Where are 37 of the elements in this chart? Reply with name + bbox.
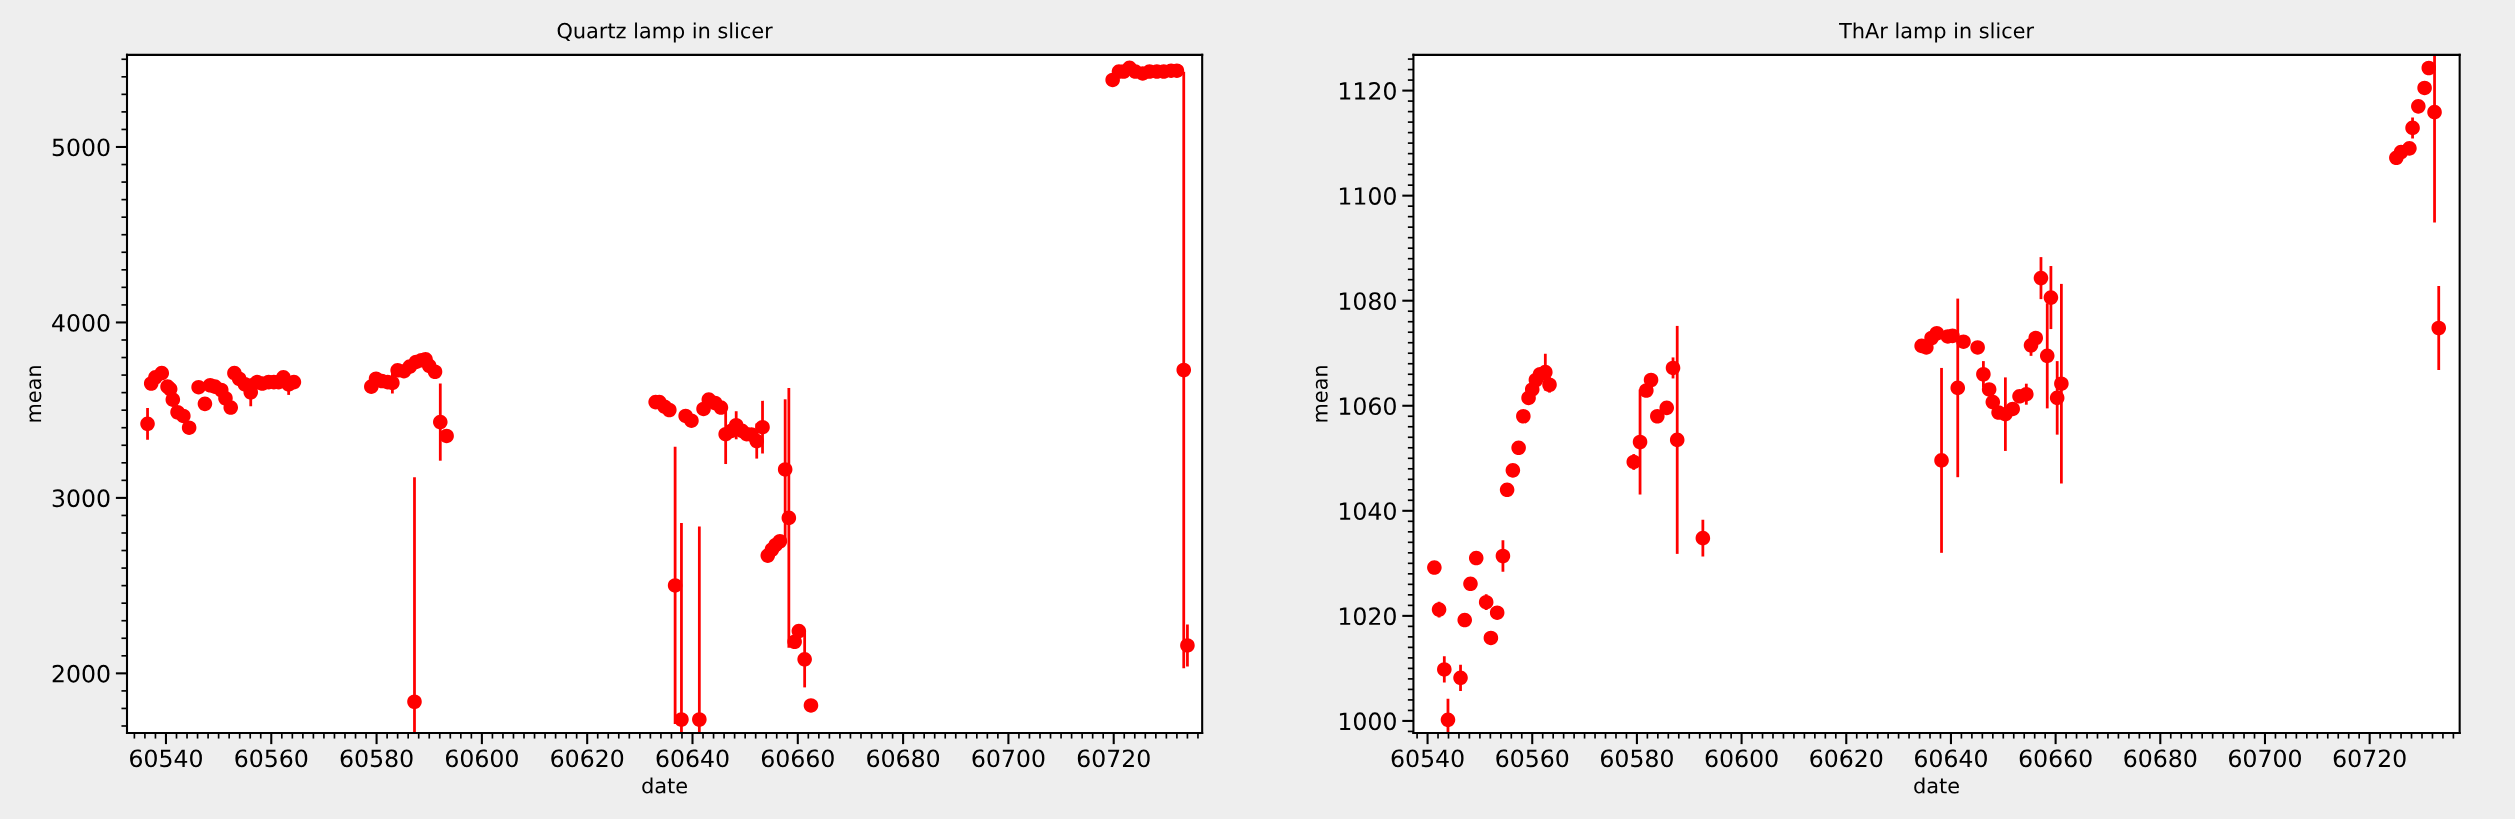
y-tick-label: 2000	[52, 664, 110, 683]
y-tick-label: 1120	[1339, 82, 1396, 100]
x-tick-label: 60560	[1496, 749, 1569, 768]
x-tick-label: 60620	[1810, 749, 1883, 768]
y-axis-title: mean	[1315, 366, 1328, 422]
x-tick-label: 60600	[1705, 749, 1778, 768]
x-tick-label: 60580	[340, 749, 413, 768]
y-tick-label: 1080	[1339, 292, 1396, 311]
x-tick-label: 60700	[972, 749, 1045, 768]
x-tick-label: 60660	[761, 749, 834, 768]
y-tick-label: 1000	[1339, 712, 1396, 731]
chart-title: Quartz lamp in slicer	[557, 22, 773, 43]
chart-title: ThAr lamp in slicer	[1839, 22, 2035, 43]
x-tick-label: 60560	[235, 749, 308, 768]
x-tick-label: 60540	[1391, 749, 1464, 768]
x-tick-label: 60720	[1077, 749, 1150, 768]
x-tick-label: 60680	[2124, 749, 2197, 768]
x-tick-label: 60680	[867, 749, 940, 768]
x-axis-title: date	[642, 777, 687, 794]
y-tick-label: 3000	[52, 489, 110, 508]
y-tick-label: 4000	[52, 313, 110, 332]
x-tick-label: 60580	[1601, 749, 1673, 768]
y-tick-label: 5000	[52, 138, 110, 157]
x-tick-label: 60540	[130, 749, 202, 768]
x-tick-label: 60660	[2019, 749, 2092, 768]
y-tick-label: 1060	[1339, 397, 1396, 416]
x-tick-label: 60720	[2333, 749, 2406, 768]
x-tick-label: 60700	[2229, 749, 2301, 768]
x-tick-label: 60620	[551, 749, 624, 768]
x-tick-label: 60640	[1915, 749, 1987, 768]
x-tick-label: 60600	[445, 749, 518, 768]
y-axis-title: mean	[29, 366, 42, 422]
y-tick-label: 1020	[1339, 607, 1396, 626]
x-tick-label: 60640	[656, 749, 729, 768]
y-tick-label: 1040	[1339, 502, 1396, 521]
x-axis-title: date	[1914, 777, 1959, 794]
y-tick-label: 1100	[1339, 187, 1396, 205]
